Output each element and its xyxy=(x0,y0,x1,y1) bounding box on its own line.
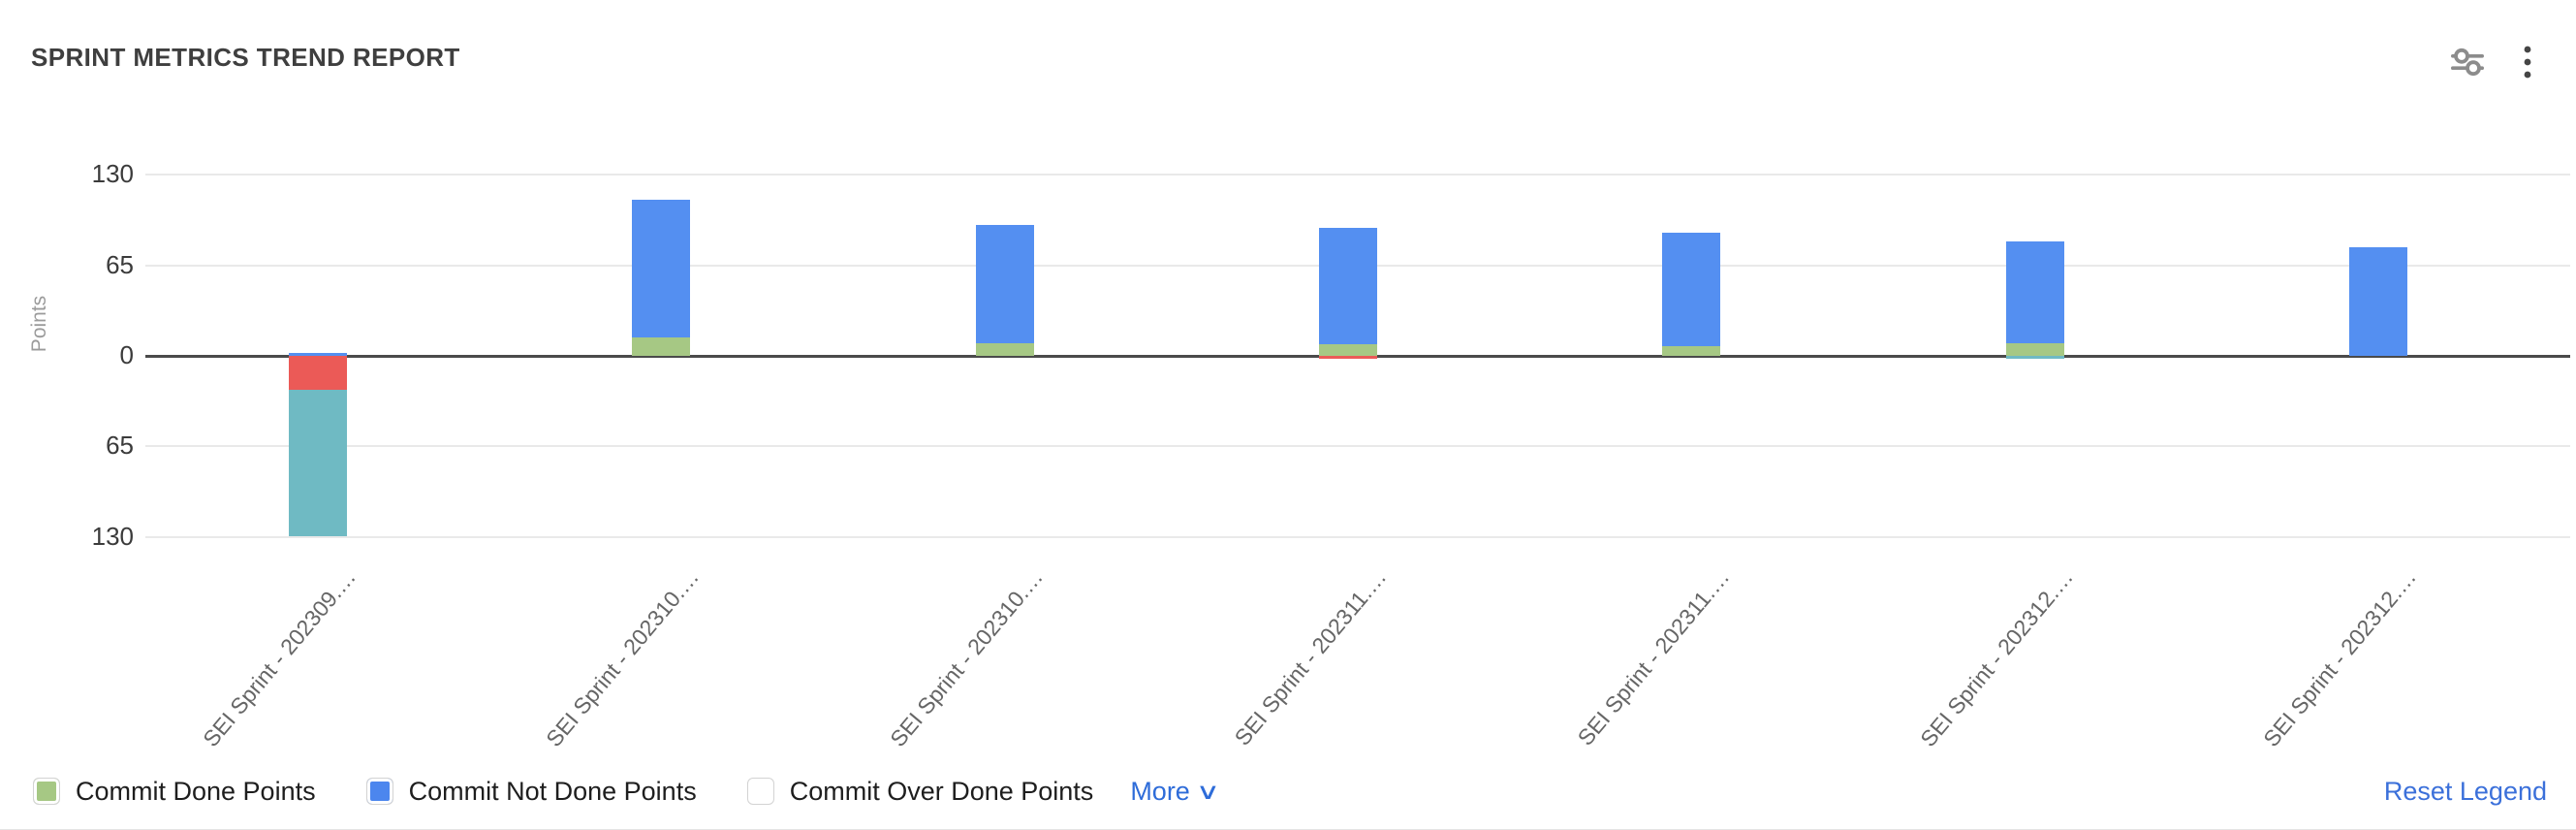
filter-sliders-icon[interactable] xyxy=(2450,47,2485,78)
bar-segment-commit-not-done-points[interactable] xyxy=(2005,241,2064,344)
legend-item-commit-over-done-points[interactable]: Commit Over Done Points xyxy=(746,776,1094,807)
x-axis-label: SEI Sprint - 202311.… xyxy=(1572,564,1735,750)
legend-bar: Commit Done Points Commit Not Done Points… xyxy=(33,772,2547,811)
widget-header-actions xyxy=(2450,43,2533,81)
y-axis-tick-label: 130 xyxy=(91,159,134,188)
bar-segment-commit-not-done-points[interactable] xyxy=(289,353,347,356)
bar-segment-unlabeled-red-series[interactable] xyxy=(1318,356,1377,359)
kebab-menu-icon[interactable] xyxy=(2522,43,2533,81)
bar-segment-commit-not-done-points[interactable] xyxy=(632,199,691,338)
bar-segment-commit-done-points[interactable] xyxy=(1318,344,1377,356)
bar-segment-commit-done-points[interactable] xyxy=(1662,345,1721,356)
y-axis-tick-label: 65 xyxy=(106,249,134,279)
bar-segment-commit-done-points[interactable] xyxy=(2005,343,2064,356)
y-axis-tick-label: 65 xyxy=(106,431,134,461)
bar-segment-unlabeled-teal-series[interactable] xyxy=(2005,356,2064,359)
gridline xyxy=(145,535,2570,538)
chevron-down-icon: ∨ xyxy=(1195,778,1220,804)
legend-item-label: Commit Done Points xyxy=(76,776,316,806)
x-axis-label: SEI Sprint - 202310.… xyxy=(884,564,1048,751)
page-title: SPRINT METRICS TREND REPORT xyxy=(31,43,460,72)
legend-item-commit-done-points[interactable]: Commit Done Points xyxy=(33,777,316,807)
legend-items: Commit Done Points Commit Not Done Points… xyxy=(33,777,1093,807)
y-axis-tick-label: 130 xyxy=(91,521,134,551)
gridline xyxy=(145,445,2570,448)
bar-segment-unlabeled-red-series[interactable] xyxy=(289,356,347,390)
legend-checkbox-checked[interactable] xyxy=(33,778,60,805)
legend-more-button[interactable]: More ∨ xyxy=(1130,776,1220,807)
bar-segment-commit-not-done-points[interactable] xyxy=(1662,233,1721,346)
bar-segment-commit-done-points[interactable] xyxy=(632,337,691,356)
legend-item-label: Commit Not Done Points xyxy=(408,776,697,806)
x-axis-label: SEI Sprint - 202311.… xyxy=(1229,564,1391,750)
y-axis-tick-label: 0 xyxy=(119,340,134,369)
legend-checkbox-checked[interactable] xyxy=(365,778,393,805)
bar-segment-unlabeled-teal-series[interactable] xyxy=(289,389,347,536)
legend-item-label: Commit Over Done Points xyxy=(789,776,1094,806)
x-axis-label: SEI Sprint - 202312.… xyxy=(1914,564,2078,751)
gridline xyxy=(145,174,2570,176)
bar-segment-commit-not-done-points[interactable] xyxy=(1318,227,1377,345)
bar-segment-commit-not-done-points[interactable] xyxy=(975,224,1034,344)
reset-legend-button[interactable]: Reset Legend xyxy=(2383,776,2547,806)
bar-segment-commit-done-points[interactable] xyxy=(975,343,1034,356)
x-axis-label: SEI Sprint - 202312.… xyxy=(2258,564,2421,751)
bar-segment-commit-not-done-points[interactable] xyxy=(2348,246,2407,356)
legend-checkbox-unchecked[interactable] xyxy=(746,778,774,805)
legend-more-label: More xyxy=(1130,776,1190,806)
legend-item-commit-not-done-points[interactable]: Commit Not Done Points xyxy=(365,776,697,807)
x-axis-label: SEI Sprint - 202309.… xyxy=(198,564,361,751)
x-axis-label: SEI Sprint - 202310.… xyxy=(541,564,705,751)
